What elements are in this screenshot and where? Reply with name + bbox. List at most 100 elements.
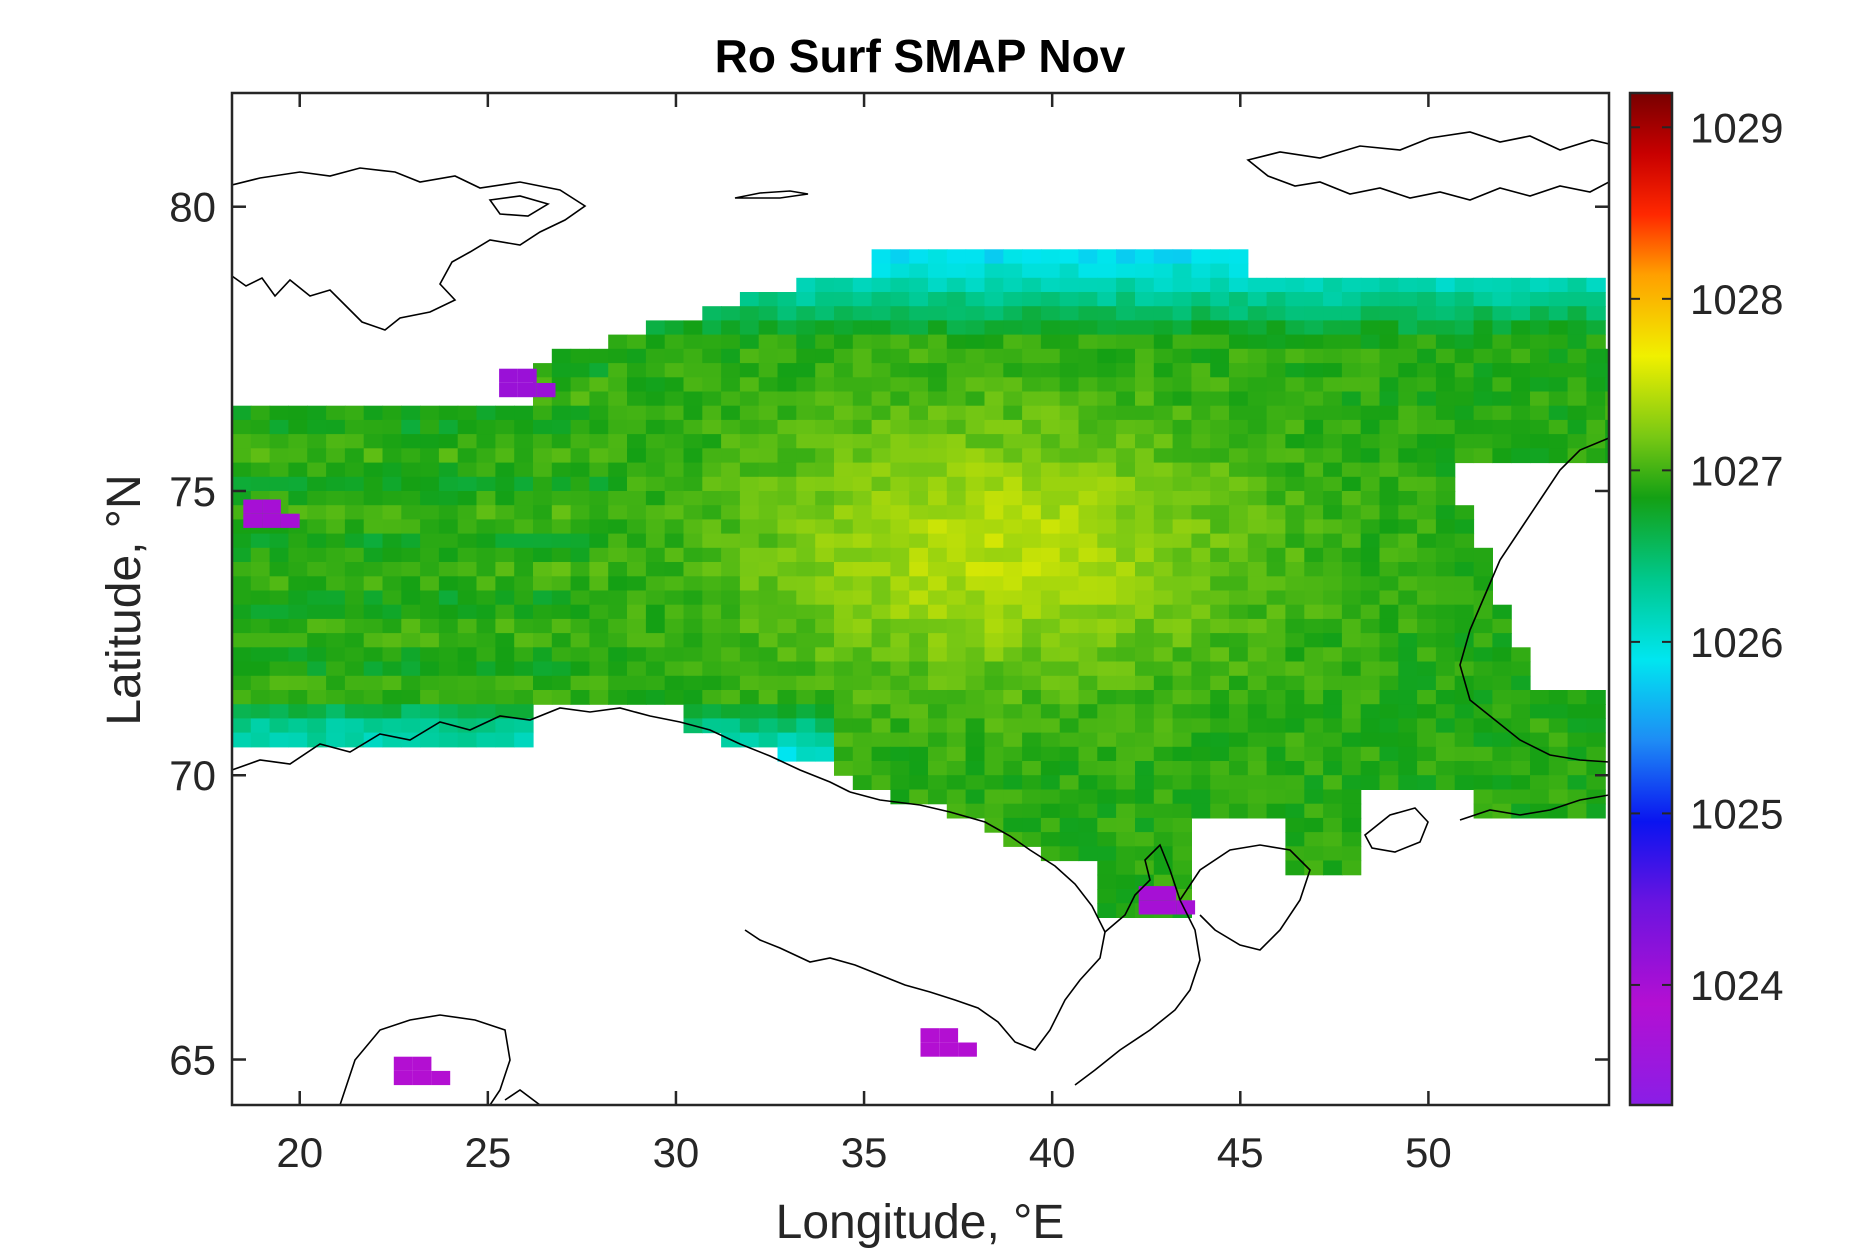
heatmap-cell xyxy=(269,675,289,691)
heatmap-cell xyxy=(1417,633,1437,648)
heatmap-cell xyxy=(589,491,609,506)
heatmap-cell xyxy=(1097,576,1117,592)
heatmap-cell xyxy=(1210,434,1230,449)
heatmap-cell xyxy=(1492,746,1512,762)
heatmap-cell xyxy=(852,633,873,648)
heatmap-cell xyxy=(382,419,402,435)
heatmap-cell xyxy=(608,448,628,464)
heatmap-cell xyxy=(533,505,553,520)
heatmap-cell xyxy=(326,718,346,734)
heatmap-cell xyxy=(1247,761,1268,776)
heatmap-cell xyxy=(984,334,1004,350)
heatmap-cell xyxy=(984,732,1004,748)
heatmap-cell xyxy=(514,448,534,464)
heatmap-cell xyxy=(1097,675,1117,691)
heatmap-cell xyxy=(1059,547,1080,563)
heatmap-cell xyxy=(871,476,891,492)
heatmap-cell xyxy=(871,263,891,279)
heatmap-cell xyxy=(1417,576,1437,592)
heatmap-cell xyxy=(1003,320,1023,336)
heatmap-cell xyxy=(739,633,760,648)
heatmap-cell xyxy=(1360,505,1381,520)
heatmap-cell xyxy=(1360,448,1381,464)
heatmap-cell xyxy=(326,633,346,648)
heatmap-cell xyxy=(1210,462,1230,478)
heatmap-cell xyxy=(269,476,289,492)
heatmap-cell xyxy=(1003,675,1023,691)
heatmap-cell xyxy=(1398,576,1418,592)
heatmap-cell xyxy=(664,377,685,393)
heatmap-cell xyxy=(1022,604,1042,620)
heatmap-cell xyxy=(1153,249,1174,265)
heatmap-cell xyxy=(1323,491,1343,506)
heatmap-cell xyxy=(739,732,760,748)
heatmap-cell xyxy=(721,405,741,421)
heatmap-cell xyxy=(1191,675,1211,691)
heatmap-cell xyxy=(1135,746,1155,762)
heatmap-cell xyxy=(1323,846,1343,862)
heatmap-cell xyxy=(1417,505,1437,520)
heatmap-cell xyxy=(589,690,609,705)
heatmap-cell xyxy=(1022,690,1042,705)
heatmap-cell xyxy=(1511,789,1531,805)
heatmap-cell xyxy=(232,562,252,577)
heatmap-cell xyxy=(1398,292,1418,307)
heatmap-cell xyxy=(645,519,666,535)
heatmap-cell xyxy=(1059,604,1080,620)
heatmap-cell xyxy=(796,647,816,663)
heatmap-cell xyxy=(1059,363,1080,378)
heatmap-cell xyxy=(815,704,835,719)
heatmap-cell xyxy=(928,547,948,563)
heatmap-cell xyxy=(909,363,929,378)
heatmap-cell xyxy=(1341,320,1362,336)
heatmap-cell xyxy=(739,704,760,719)
heatmap-cell xyxy=(589,562,609,577)
heatmap-cell xyxy=(344,491,365,506)
heatmap-cell xyxy=(1191,789,1211,805)
heatmap-cell xyxy=(664,604,685,620)
heatmap-cell xyxy=(645,590,666,606)
heatmap-cell xyxy=(1417,476,1437,492)
heatmap-cell xyxy=(758,434,779,449)
heatmap-cell xyxy=(232,448,252,464)
heatmap-cell xyxy=(1548,789,1569,805)
heatmap-cell xyxy=(1097,874,1117,890)
heatmap-cell xyxy=(1435,533,1456,549)
heatmap-cell xyxy=(739,604,760,620)
heatmap-cell xyxy=(1435,391,1456,407)
heatmap-cell xyxy=(645,334,666,350)
heatmap-cell xyxy=(1229,249,1249,265)
heatmap-cell xyxy=(890,547,910,563)
heatmap-cell xyxy=(1153,675,1174,691)
heatmap-cell xyxy=(1323,334,1343,350)
heatmap-cell xyxy=(1191,718,1211,734)
heatmap-cell xyxy=(1360,419,1381,435)
heatmap-cell xyxy=(1586,448,1606,464)
heatmap-cell xyxy=(1285,306,1305,321)
heatmap-cell xyxy=(852,718,873,734)
heatmap-cell xyxy=(232,533,252,549)
heatmap-cell xyxy=(382,491,402,506)
heatmap-cell xyxy=(1097,590,1117,606)
heatmap-cell xyxy=(1454,718,1475,734)
heatmap-cell xyxy=(608,476,628,492)
heatmap-cell xyxy=(307,618,327,634)
heatmap-cell xyxy=(420,618,440,634)
heatmap-cell xyxy=(1360,519,1381,535)
heatmap-cell xyxy=(965,661,985,677)
x-tick-label: 25 xyxy=(464,1129,511,1176)
heatmap-cell xyxy=(589,547,609,563)
heatmap-cell xyxy=(871,547,891,563)
heatmap-cell xyxy=(777,519,797,535)
heatmap-cell xyxy=(1172,817,1192,833)
heatmap-cell xyxy=(1191,263,1211,279)
heatmap-cell xyxy=(1191,377,1211,393)
heatmap-cell xyxy=(834,334,854,350)
heatmap-cell xyxy=(1586,704,1606,719)
heatmap-cell xyxy=(288,675,308,691)
heatmap-cell xyxy=(1247,604,1268,620)
heatmap-cell xyxy=(476,618,496,634)
heatmap-cell xyxy=(476,505,496,520)
heatmap-cell xyxy=(420,448,440,464)
heatmap-cell xyxy=(1379,505,1399,520)
